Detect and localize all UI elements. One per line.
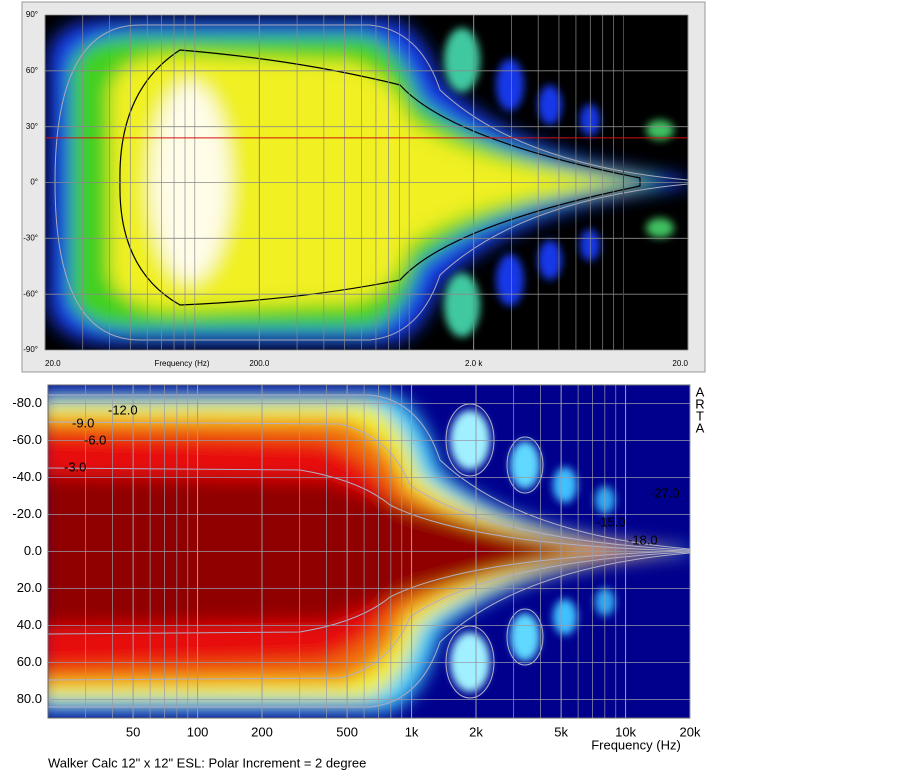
contour-label: -6.0 [84, 432, 106, 447]
x-tick-label: 200.0 [249, 359, 270, 368]
x-tick-label: 500 [336, 724, 358, 739]
y-tick-label: 40.0 [17, 617, 42, 632]
x-tick-label: 1k [405, 724, 419, 739]
brand-letter: A [696, 420, 705, 435]
x-tick-label: 10k [615, 724, 636, 739]
y-tick-label: 0.0 [24, 543, 42, 558]
brand-letter: A [696, 384, 705, 399]
x-tick-label: 20k [680, 724, 701, 739]
y-tick-label: -20.0 [12, 506, 42, 521]
contour-label: -12.0 [108, 402, 138, 417]
contour-label: -3.0 [64, 459, 86, 474]
x-tick-label: 200 [251, 724, 273, 739]
y-tick-label: 60° [26, 66, 38, 75]
y-tick-label: 90° [26, 10, 38, 19]
contour-label: -27.0 [650, 485, 680, 500]
x-tick-label: 100 [187, 724, 209, 739]
x-tick-label: 20.0 [672, 359, 688, 368]
y-tick-label: -40.0 [12, 469, 42, 484]
brand-letter: T [696, 408, 704, 423]
y-tick-label: -30° [23, 233, 38, 242]
x-tick-label: 20.0 [45, 359, 61, 368]
x-axis-label: Frequency (Hz) [591, 737, 681, 752]
x-axis-label: Frequency (Hz) [154, 359, 209, 368]
y-tick-label: -90° [23, 345, 38, 354]
x-tick-label: 2.0 k [465, 359, 483, 368]
y-tick-label: 80.0 [17, 691, 42, 706]
y-tick-label: 30° [26, 122, 38, 131]
y-tick-label: -60.0 [12, 432, 42, 447]
x-tick-label: 5k [554, 724, 568, 739]
y-tick-label: 20.0 [17, 580, 42, 595]
y-tick-label: -80.0 [12, 395, 42, 410]
brand-letter: R [695, 396, 704, 411]
y-tick-label: 0° [30, 178, 38, 187]
contour-label: -18.0 [628, 532, 658, 547]
x-tick-label: 2k [469, 724, 483, 739]
y-tick-label: 60.0 [17, 654, 42, 669]
y-tick-label: -60° [23, 289, 38, 298]
contour-label: -9.0 [72, 415, 94, 430]
x-tick-label: 50 [126, 724, 140, 739]
contour-label: -15.0 [596, 514, 626, 529]
caption: Walker Calc 12" x 12" ESL: Polar Increme… [48, 755, 366, 770]
